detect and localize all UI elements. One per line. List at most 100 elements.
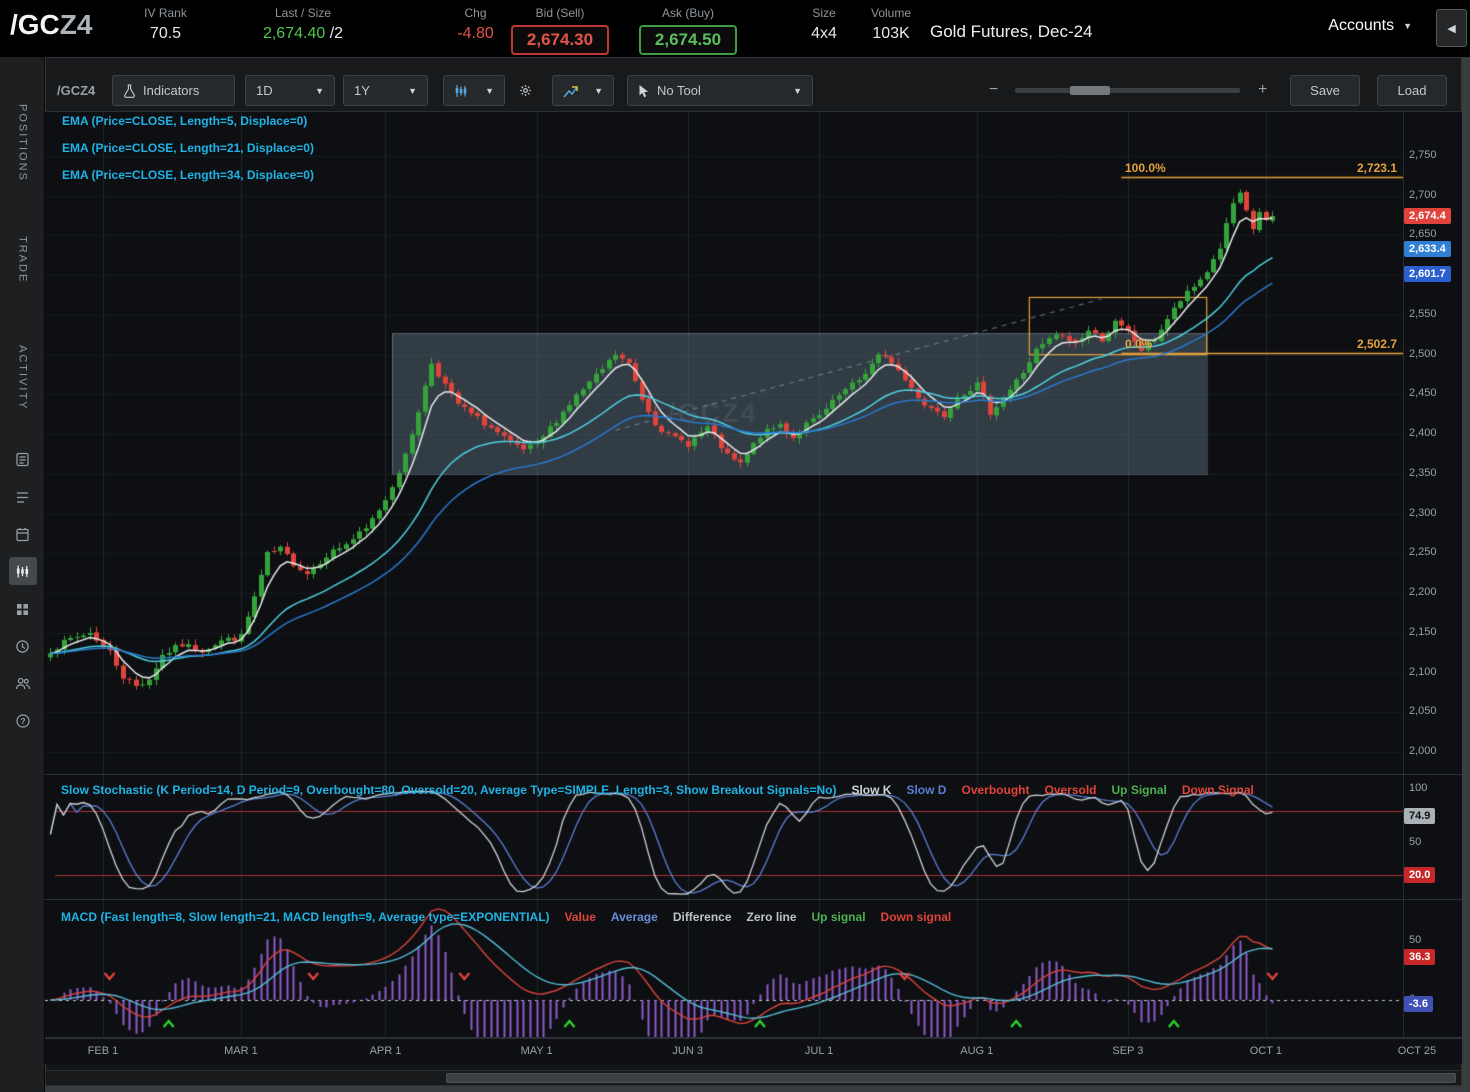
scrollbar-thumb[interactable]	[446, 1073, 1456, 1083]
sidebar-item-charts[interactable]	[0, 554, 45, 588]
chart-style-dropdown[interactable]: ▼	[552, 75, 614, 106]
ema5-study-label[interactable]: EMA (Price=CLOSE, Length=5, Displace=0)	[62, 114, 308, 128]
people-icon	[15, 677, 30, 689]
time-axis-label: FEB 1	[87, 1045, 119, 1057]
time-axis-label: AUG 1	[960, 1045, 994, 1057]
price-axis-tick: 2,250	[1409, 546, 1437, 559]
candlestick-icon	[455, 84, 467, 97]
collapse-panel-button[interactable]: ◀	[1436, 9, 1467, 47]
fib-price-label: 2,723.1	[1356, 161, 1397, 176]
zoom-slider-thumb[interactable]	[1070, 86, 1110, 95]
size-field: Size 4x4	[795, 6, 853, 43]
accounts-menu[interactable]: Accounts ▼	[1328, 17, 1412, 35]
clock-icon	[16, 639, 29, 653]
symbol: /GCZ4	[10, 9, 93, 40]
zoom-in-button[interactable]: +	[1258, 81, 1268, 98]
macd-axis-bubble: 36.3	[1404, 949, 1436, 966]
chart-type-dropdown[interactable]: ▼	[443, 75, 505, 106]
stochastic-pane-canvas[interactable]	[45, 775, 1403, 899]
chevron-down-icon: ▼	[1403, 21, 1412, 31]
macd-pane-canvas[interactable]	[45, 900, 1403, 1037]
legend-item: Value	[564, 909, 596, 924]
price-axis-tick: 2,000	[1409, 745, 1437, 757]
change-field: Chg -4.80	[428, 6, 523, 43]
price-axis-tick: 2,150	[1409, 625, 1437, 638]
price-axis-tick: 2,200	[1409, 586, 1437, 599]
range-dropdown[interactable]: 1Y ▼	[343, 75, 428, 106]
drawing-tool-dropdown[interactable]: No Tool ▼	[627, 75, 813, 106]
chevron-down-icon: ▼	[315, 85, 324, 96]
pane-divider[interactable]	[45, 774, 1462, 775]
sidebar-item-community[interactable]	[0, 666, 45, 700]
calendar-icon	[16, 527, 29, 541]
last-size-field: Last / Size 2,674.40 /2	[228, 6, 378, 43]
flask-icon	[124, 83, 135, 98]
help-icon: ?	[15, 714, 30, 728]
chart-settings-button[interactable]	[509, 75, 542, 106]
ask-button[interactable]: 2,674.50	[638, 25, 738, 55]
change-label: Chg	[464, 6, 487, 20]
price-chart-canvas[interactable]	[45, 112, 1403, 774]
sidebar-tab-positions[interactable]: POSITIONS	[16, 104, 29, 182]
legend-item: Zero line	[746, 909, 797, 924]
legend-item: Average	[610, 909, 658, 924]
active-tool-highlight	[8, 557, 37, 585]
ema21-study-label[interactable]: EMA (Price=CLOSE, Length=21, Displace=0)	[62, 141, 314, 155]
price-axis-tick: 2,500	[1409, 347, 1437, 360]
chevron-down-icon: ▼	[594, 85, 603, 96]
time-axis-label: OCT 1	[1249, 1045, 1282, 1057]
timeframe-dropdown[interactable]: 1D ▼	[245, 75, 335, 106]
price-axis-bubble: 2,601.7	[1404, 265, 1451, 282]
stochastic-axis-tick: 50	[1409, 836, 1422, 848]
change-value: -4.80	[457, 25, 494, 42]
gear-icon	[520, 85, 531, 96]
time-axis-label: OCT 25	[1397, 1045, 1437, 1057]
save-button[interactable]: Save	[1290, 75, 1360, 106]
legend-item: Down Signal	[1181, 782, 1254, 797]
chevron-down-icon: ▼	[408, 85, 417, 96]
time-axis-label: APR 1	[369, 1045, 402, 1057]
horizontal-scrollbar[interactable]	[45, 1070, 1462, 1086]
macd-legend-row: MACD (Fast length=8, Slow length=21, MAC…	[61, 909, 1401, 924]
price-axis-tick: 2,750	[1409, 149, 1437, 161]
ask-field: Ask (Buy) 2,674.50	[628, 6, 748, 55]
indicators-button[interactable]: Indicators	[112, 75, 235, 106]
bid-button[interactable]: 2,674.30	[510, 25, 610, 55]
time-axis	[45, 1038, 1462, 1064]
zoom-out-button[interactable]: −	[989, 81, 999, 98]
macd-study-label[interactable]: MACD (Fast length=8, Slow length=21, MAC…	[61, 909, 550, 924]
stochastic-axis-tick: 100	[1409, 782, 1428, 794]
price-axis-bubble: 2,633.4	[1404, 240, 1451, 257]
legend-item: Up Signal	[1111, 782, 1167, 797]
list-icon	[17, 491, 28, 503]
ask-label: Ask (Buy)	[661, 6, 714, 20]
pane-divider[interactable]	[45, 899, 1462, 900]
accounts-label: Accounts	[1328, 17, 1395, 34]
load-button[interactable]: Load	[1377, 75, 1447, 106]
fib-price-label: 2,502.7	[1356, 336, 1397, 351]
size-label: Size	[812, 6, 836, 20]
zoom-slider[interactable]	[1015, 86, 1240, 95]
time-axis-label: MAY 1	[520, 1045, 553, 1057]
time-axis-label: JUL 1	[804, 1045, 834, 1057]
sidebar-item-history[interactable]	[0, 629, 45, 663]
sidebar-item-help[interactable]: ?	[0, 704, 45, 738]
sidebar-tab-activity[interactable]: ACTIVITY	[16, 344, 29, 411]
stochastic-study-label[interactable]: Slow Stochastic (K Period=14, D Period=9…	[61, 782, 837, 797]
macd-axis-tick: 50	[1409, 934, 1422, 946]
ema34-study-label[interactable]: EMA (Price=CLOSE, Length=34, Displace=0)	[62, 168, 314, 182]
sidebar-item-dashboard[interactable]	[0, 592, 45, 626]
legend-item: Down signal	[880, 909, 952, 924]
iv-rank-value: 70.5	[149, 25, 182, 42]
sidebar-item-notes[interactable]	[0, 442, 45, 476]
volume-value: 103K	[872, 25, 910, 42]
fib-percent-label: 0.0%	[1125, 336, 1153, 351]
cursor-icon	[639, 84, 649, 97]
chart-icon	[16, 565, 29, 577]
price-axis-tick: 2,300	[1409, 506, 1437, 519]
sidebar-item-calendar[interactable]	[0, 517, 45, 551]
price-axis-tick: 2,700	[1409, 188, 1437, 201]
axis-divider	[1403, 112, 1404, 1038]
sidebar-item-watchlist[interactable]	[0, 480, 45, 514]
sidebar-tab-trade[interactable]: TRADE	[16, 235, 29, 284]
